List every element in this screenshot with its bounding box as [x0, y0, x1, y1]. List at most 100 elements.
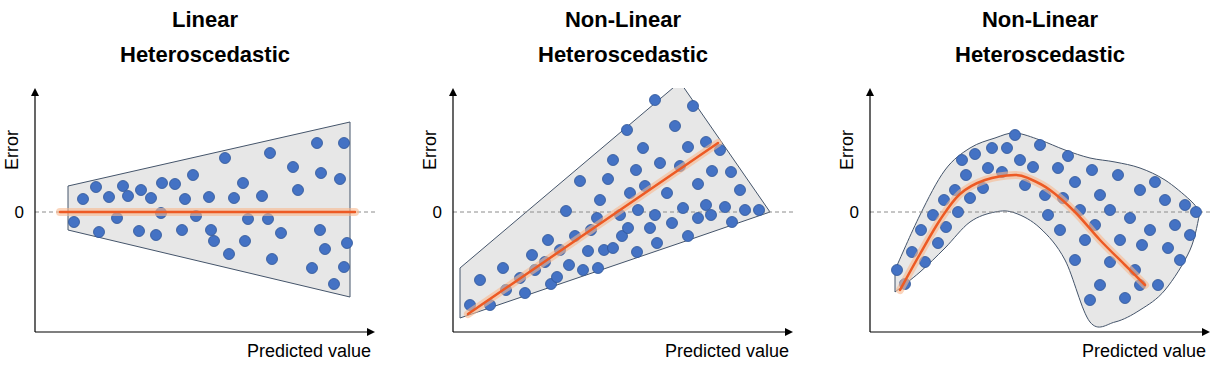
y-axis-label: Error — [420, 130, 440, 170]
panel: Non-LinearHeteroscedastic0ErrorPredicted… — [420, 7, 793, 361]
scatter-point — [916, 225, 927, 236]
scatter-point — [307, 263, 318, 274]
scatter-point — [1191, 207, 1202, 218]
scatter-point — [1035, 140, 1046, 151]
scatter-point — [961, 170, 972, 181]
scatter-point — [983, 163, 994, 174]
y-axis-arrow — [866, 88, 874, 96]
y-axis — [869, 92, 870, 332]
scatter-point — [293, 185, 304, 196]
scatter-point — [315, 225, 326, 236]
scatter-point — [645, 223, 656, 234]
y-axis — [452, 92, 453, 332]
scatter-point — [520, 288, 531, 299]
scatter-point — [754, 205, 765, 216]
scatter-point — [267, 254, 278, 265]
scatter-point — [608, 155, 619, 166]
y-tick-label: 0 — [850, 203, 859, 222]
trend-glow — [60, 208, 355, 216]
scatter-point — [312, 138, 323, 149]
scatter-point — [638, 143, 649, 154]
scatter-point — [177, 225, 188, 236]
scatter-point — [265, 148, 276, 159]
scatter-point — [706, 210, 717, 221]
scatter-point — [224, 249, 235, 260]
scatter-point — [578, 265, 589, 276]
envelope-area — [460, 88, 770, 318]
scatter-point — [1163, 243, 1174, 254]
scatter-point — [1085, 295, 1096, 306]
title-line: Non-Linear — [565, 7, 682, 32]
title: Non-Linear Heteroscedastic — [538, 7, 708, 67]
x-axis-arrow — [785, 328, 793, 336]
grid-line — [35, 212, 375, 213]
scatter-point — [561, 206, 572, 217]
y-tick-label: 0 — [15, 203, 24, 222]
scatter-point — [683, 142, 694, 153]
scatter-point — [1115, 235, 1126, 246]
scatter-point — [543, 235, 554, 246]
scatter-point — [892, 265, 903, 276]
scatter-point — [1170, 220, 1181, 231]
title-line: Linear — [172, 7, 238, 32]
scatter-point — [151, 230, 162, 241]
title: Linear Heteroscedastic — [120, 7, 290, 67]
scatter-point — [1113, 170, 1124, 181]
scatter-point — [91, 182, 102, 193]
scatter-point — [1002, 143, 1013, 154]
scatter-point — [1095, 190, 1106, 201]
scatter-point — [593, 263, 604, 274]
scatter-point — [206, 225, 217, 236]
scatter-point — [1185, 230, 1196, 241]
y-axis-label: Error — [837, 130, 857, 170]
scatter-point — [78, 194, 89, 205]
scatter-point — [727, 217, 738, 228]
scatter-point — [1070, 177, 1081, 188]
scatter-point — [1015, 155, 1026, 166]
scatter-point — [136, 185, 147, 196]
y-tick-label: 0 — [433, 203, 442, 222]
panel: Linear Heteroscedastic 0 Error Predicted val… — [2, 7, 375, 361]
scatter-point — [123, 191, 134, 202]
scatter-point — [933, 238, 944, 249]
scatter-point — [970, 149, 981, 160]
scatter-point — [180, 194, 191, 205]
scatter-point — [157, 178, 168, 189]
scatter-point — [209, 236, 220, 247]
chart-canvas: Linear Heteroscedastic 0 Error Predicted val… — [0, 0, 1216, 368]
scatter-point — [552, 272, 563, 283]
scatter-point — [1180, 200, 1191, 211]
scatter-point — [1125, 213, 1136, 224]
scatter-point — [104, 192, 115, 203]
scatter-point — [1137, 240, 1148, 251]
scatter-point — [1145, 225, 1156, 236]
scatter-point — [1055, 225, 1066, 236]
panel: Non-LinearHeteroscedastic0ErrorPredicted… — [837, 7, 1210, 361]
envelope-area — [895, 133, 1200, 327]
scatter-point — [229, 193, 240, 204]
scatter-point — [335, 174, 346, 185]
scatter-point — [220, 153, 231, 164]
scatter-point — [94, 227, 105, 238]
title-line: Non-Linear — [982, 7, 1099, 32]
scatter-point — [339, 262, 350, 273]
title-line: Heteroscedastic — [538, 42, 708, 67]
scatter-point — [146, 193, 157, 204]
scatter-point — [632, 247, 643, 258]
scatter-point — [1010, 130, 1021, 141]
title: Non-LinearHeteroscedastic — [955, 7, 1125, 67]
scatter-point — [965, 193, 976, 204]
title-line: Heteroscedastic — [120, 42, 290, 67]
scatter-point — [316, 168, 327, 179]
scatter-point — [650, 210, 661, 221]
plot-area — [453, 88, 793, 318]
trend-glow — [468, 143, 718, 314]
scatter-point — [1080, 235, 1091, 246]
scatter-point — [320, 244, 331, 255]
scatter-point — [623, 223, 634, 234]
x-axis-arrow — [367, 328, 375, 336]
scatter-point — [701, 200, 712, 211]
x-axis-label: Predicted value — [247, 341, 371, 361]
y-axis-label: Error — [2, 130, 22, 170]
y-axis-arrow — [31, 88, 39, 96]
